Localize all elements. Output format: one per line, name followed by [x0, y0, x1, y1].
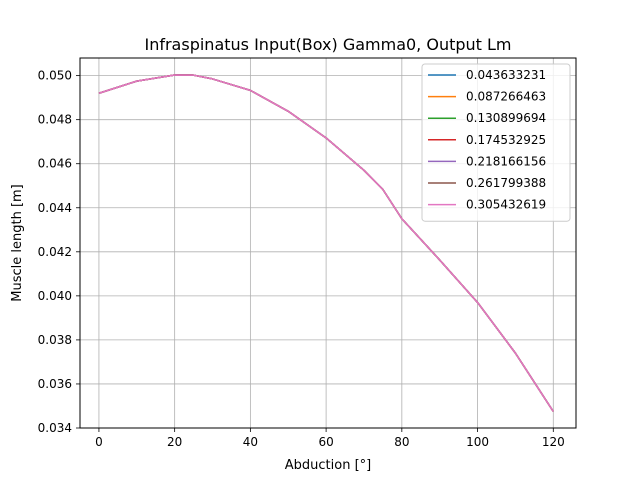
y-tick-label: 0.036	[38, 377, 72, 391]
y-tick-label: 0.046	[38, 157, 72, 171]
x-axis-label: Abduction [°]	[285, 458, 371, 473]
y-tick-label: 0.034	[38, 421, 72, 435]
legend-label: 0.174532925	[466, 133, 546, 147]
y-tick-label: 0.040	[38, 289, 72, 303]
x-tick-label: 80	[394, 435, 409, 449]
legend-label: 0.218166156	[466, 154, 546, 168]
y-tick-label: 0.050	[38, 69, 72, 83]
chart-title: Infraspinatus Input(Box) Gamma0, Output …	[144, 35, 511, 54]
y-tick-label: 0.038	[38, 333, 72, 347]
plot-frame	[79, 57, 577, 429]
axis-ticks: 0 20 40 60 80 100 120 0.034 0.036 0.038 0.040 0.042…	[38, 69, 565, 449]
y-tick-label: 0.042	[38, 245, 72, 259]
legend: 0.043633231 0.087266463 0.130899694 0.17453…	[421, 63, 571, 222]
x-tick-label: 20	[167, 435, 182, 449]
legend-label: 0.043633231	[466, 68, 546, 82]
x-tick-label: 60	[318, 435, 333, 449]
x-tick-label: 100	[466, 435, 489, 449]
legend-label: 0.305432619	[466, 198, 546, 212]
x-tick-label: 40	[243, 435, 258, 449]
y-tick-label: 0.044	[38, 201, 72, 215]
y-axis-label: Muscle length [m]	[10, 184, 25, 302]
series-line-7	[98, 74, 554, 412]
legend-label: 0.130899694	[466, 111, 546, 125]
legend-label: 0.261799388	[466, 176, 546, 190]
x-tick-label: 0	[95, 435, 103, 449]
x-tick-label: 120	[542, 435, 565, 449]
y-tick-label: 0.048	[38, 113, 72, 127]
series-lines	[98, 74, 554, 412]
legend-box	[421, 63, 571, 222]
legend-label: 0.087266463	[466, 90, 546, 104]
